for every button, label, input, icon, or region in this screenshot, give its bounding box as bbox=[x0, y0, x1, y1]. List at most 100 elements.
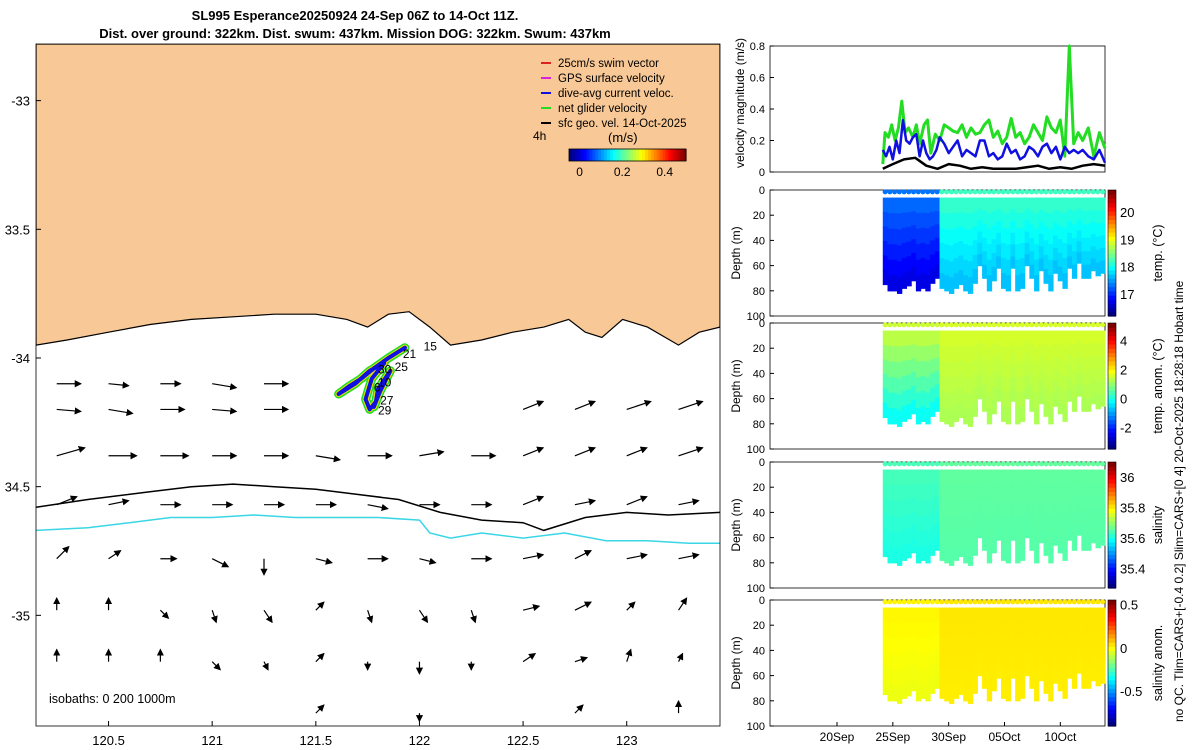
temp-surface-dot bbox=[981, 189, 987, 195]
salinity-anom-colorbar-cell bbox=[1108, 629, 1116, 635]
salinity-anom-profile-cell bbox=[972, 650, 978, 666]
time-x-tick-label: 25Sep bbox=[875, 730, 910, 744]
salinity-surface-dot bbox=[1071, 461, 1077, 467]
salinity-profile-cell bbox=[1090, 493, 1097, 507]
salinity-surface-dot bbox=[1005, 461, 1011, 467]
geo-velocity-vector bbox=[522, 495, 545, 506]
salinity-surface-dot bbox=[1033, 461, 1039, 467]
temp-anom-colorbar-cell bbox=[1108, 344, 1116, 349]
salinity-anom-surface-dot bbox=[1015, 599, 1021, 605]
salinity-profile-cell bbox=[906, 528, 912, 544]
colorbar-cell bbox=[569, 149, 573, 161]
salinity-surface-dot bbox=[1048, 461, 1054, 467]
temp-surface-dot bbox=[929, 189, 935, 195]
temp-profile-cell bbox=[944, 244, 950, 261]
temp-colorbar-tick-label: 20 bbox=[1120, 205, 1134, 220]
temp-anom-profile-cell bbox=[934, 357, 941, 372]
geo-velocity-vector bbox=[522, 652, 537, 663]
salinity-anom-profile-cell bbox=[977, 641, 983, 654]
temp-anom-profile-cell bbox=[991, 386, 997, 401]
temp-anom-profile-cell bbox=[1062, 330, 1068, 347]
geo-velocity-vector bbox=[56, 545, 70, 560]
temp-profile-cell bbox=[996, 221, 1002, 234]
map-x-tick-label: 122 bbox=[409, 733, 431, 748]
salinity-anom-profile-cell bbox=[986, 607, 993, 624]
salinity-anom-profile-cell bbox=[934, 607, 941, 622]
salinity-anom-profile-cell bbox=[896, 687, 903, 704]
temp-anom-profile-cell bbox=[986, 346, 993, 363]
temp-anom-surface-dot bbox=[967, 322, 973, 328]
temp-profile-cell bbox=[1062, 227, 1068, 244]
salinity-anom-profile-cell bbox=[1052, 607, 1059, 621]
salinity-anom-depth-tick-label: 40 bbox=[753, 645, 765, 657]
salinity-anom-profile-cell bbox=[1024, 618, 1030, 631]
temp-profile-cell bbox=[1015, 275, 1021, 292]
salinity-profile-cell bbox=[972, 483, 978, 499]
salinity-anom-colorbar-cell bbox=[1108, 600, 1116, 605]
salinity-profile-cell bbox=[1010, 528, 1016, 541]
salinity-profile-cell bbox=[1067, 469, 1073, 482]
salinity-profile-cell bbox=[977, 514, 983, 527]
salinity-anom-profile-cell bbox=[977, 664, 983, 677]
salinity-anom-surface-dot bbox=[1062, 599, 1068, 605]
temp-anom-profile-cell bbox=[986, 330, 993, 347]
salinity-profile-cell bbox=[911, 469, 917, 485]
temp-profile-cell bbox=[953, 227, 960, 244]
temp-anom-profile-cell bbox=[977, 375, 983, 388]
temp-anom-profile-cell bbox=[1015, 392, 1021, 409]
salinity-anom-profile-cell bbox=[944, 638, 950, 655]
time-x-tick-label: 30Sep bbox=[931, 730, 966, 744]
salinity-anom-colorbar-cell bbox=[1108, 625, 1116, 630]
salinity-profile-cell bbox=[1100, 532, 1106, 546]
salinity-profile-cell bbox=[1038, 518, 1045, 532]
temp-anom-profile-cell bbox=[1057, 399, 1064, 415]
salinity-profile-cell bbox=[1052, 532, 1059, 546]
temp-surface-dot bbox=[906, 189, 912, 195]
temp-colorbar-cell bbox=[1108, 265, 1116, 271]
temp-profile-cell bbox=[958, 212, 964, 228]
salinity-anom-profile-cell bbox=[982, 607, 988, 622]
salinity-anom-colorbar-cell bbox=[1108, 713, 1116, 719]
salinity-anom-surface-dot bbox=[911, 599, 917, 605]
temp-profile-cell bbox=[1029, 251, 1035, 266]
temp-profile-cell bbox=[958, 241, 964, 257]
salinity-profile-cell bbox=[939, 514, 945, 531]
track-day-label: 21 bbox=[403, 347, 417, 361]
salinity-surface-dot bbox=[911, 461, 917, 467]
salinity-profile-cell bbox=[986, 500, 993, 517]
temp-colorbar-cell bbox=[1108, 194, 1116, 199]
temp-anom-profile-cell bbox=[1019, 406, 1026, 422]
salinity-depth-tick-label: 20 bbox=[753, 482, 765, 494]
temp-profile-cell bbox=[887, 244, 893, 261]
temp-profile-cell bbox=[1034, 259, 1040, 276]
salinity-anom-profile-cell bbox=[930, 650, 936, 666]
temp-anom-profile-cell bbox=[1076, 374, 1082, 386]
salinity-anom-profile-cell bbox=[1034, 654, 1040, 671]
temp-anom-profile-cell bbox=[977, 387, 983, 400]
salinity-anom-profile-cell bbox=[991, 676, 997, 692]
colorbar-cell bbox=[656, 149, 661, 161]
salinity-profile-cell bbox=[1024, 480, 1030, 493]
temp-profile-cell bbox=[934, 237, 941, 252]
salinity-anom-colorbar-cell bbox=[1108, 604, 1116, 609]
temp-anom-profile-cell bbox=[982, 357, 988, 372]
temp-anom-profile-cell bbox=[1005, 377, 1012, 394]
salinity-anom-profile-cell bbox=[1005, 685, 1012, 702]
temp-profile-cell bbox=[991, 225, 997, 240]
salinity-anom-profile-cell bbox=[1019, 668, 1026, 684]
temp-anom-profile-cell bbox=[1034, 377, 1040, 394]
salinity-anom-colorbar-cell bbox=[1108, 612, 1116, 618]
temp-anom-surface-dot bbox=[991, 322, 997, 328]
temp-profile-cell bbox=[1062, 273, 1068, 289]
temp-anom-colorbar-cell bbox=[1108, 365, 1116, 370]
temp-anom-colorbar-cell bbox=[1108, 356, 1116, 362]
temp-anom-profile-cell bbox=[920, 360, 926, 377]
isobaths-label: isobaths: 0 200 1000m bbox=[49, 692, 175, 706]
temp-anom-surface-dot bbox=[1000, 322, 1006, 328]
temp-profile-cell bbox=[963, 275, 969, 292]
colorbar-cell bbox=[650, 149, 655, 161]
salinity-anom-surface-dot bbox=[887, 599, 893, 605]
salinity-profile-cell bbox=[1067, 481, 1073, 494]
temp-anom-profile-cell bbox=[972, 387, 978, 403]
temp-surface-dot bbox=[1024, 189, 1030, 195]
